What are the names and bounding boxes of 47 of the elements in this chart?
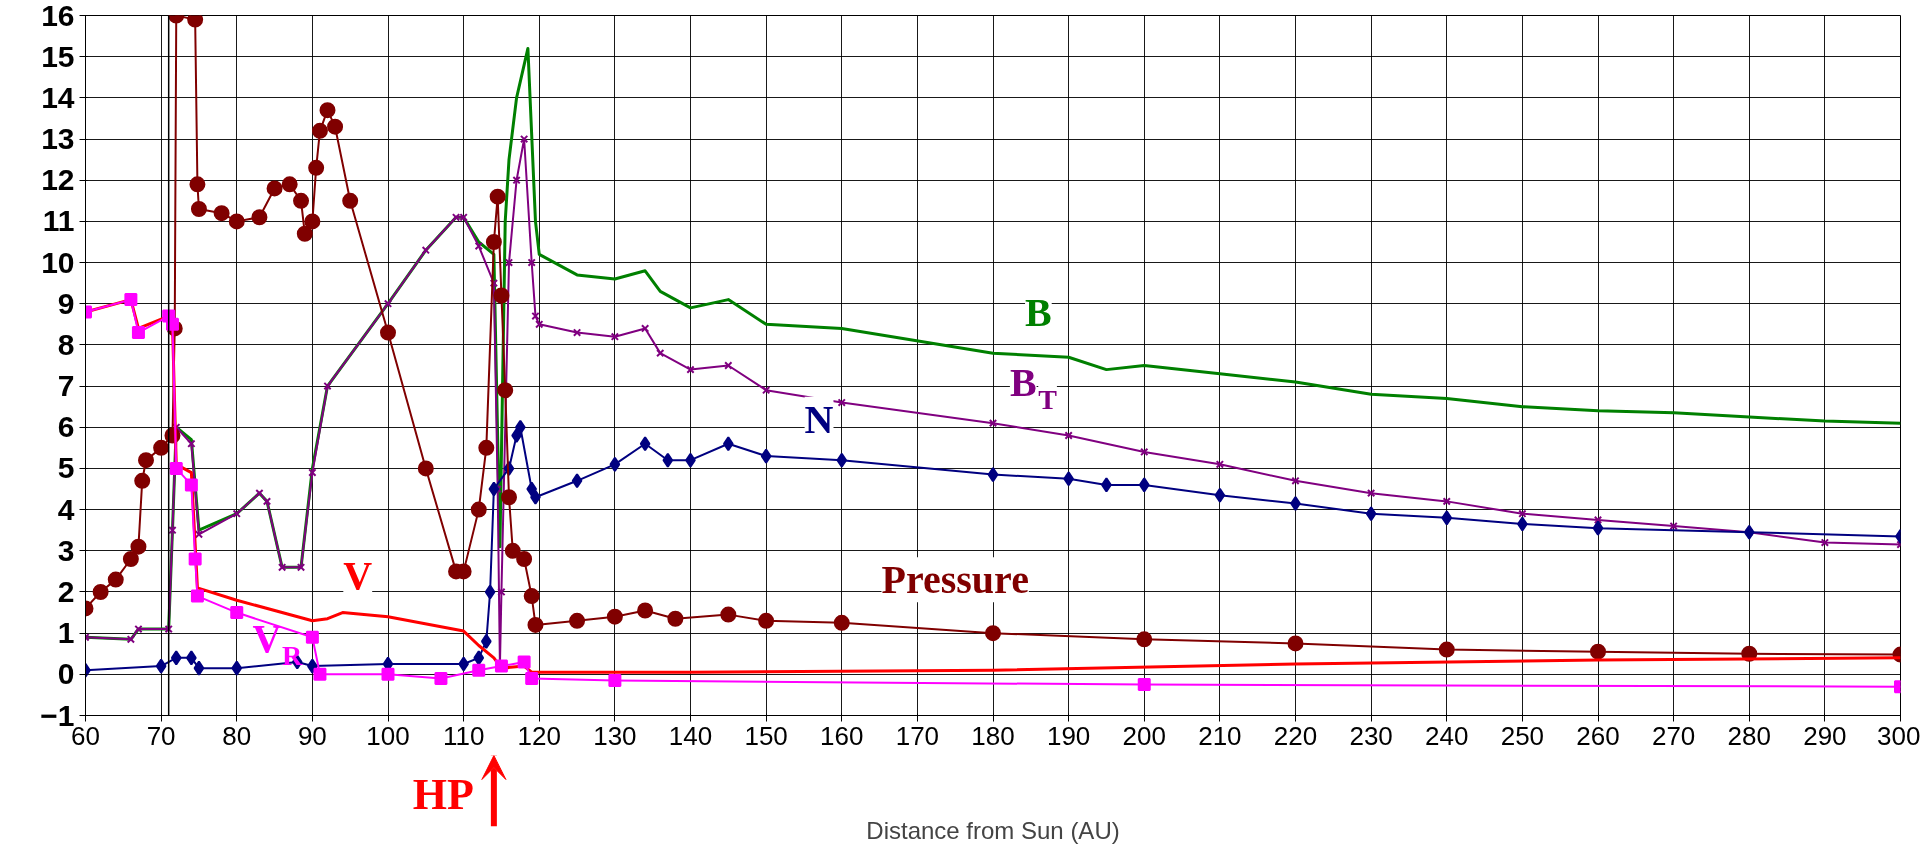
y-tick-label: 13 <box>41 122 75 156</box>
x-tick-label: 270 <box>1651 720 1696 751</box>
y-tick-label: 5 <box>57 451 75 485</box>
x-tick-label: 260 <box>1576 720 1620 751</box>
x-tick-label: 150 <box>744 720 788 751</box>
text: HP <box>412 770 474 820</box>
x-tick-label: 160 <box>820 720 864 751</box>
y-tick-label: 14 <box>41 80 75 114</box>
x-tick-label: 100 <box>366 720 410 751</box>
x-tick-label: 210 <box>1198 720 1242 751</box>
x-tick-label: 70 <box>146 720 176 751</box>
x-tick-label: 180 <box>971 720 1015 751</box>
x-tick-label: 120 <box>517 720 561 751</box>
x-tick-label: 110 <box>442 720 485 751</box>
x-tick-label: 230 <box>1349 720 1393 751</box>
y-tick-label: 15 <box>41 39 75 73</box>
x-tick-label: 80 <box>222 720 252 751</box>
x-tick-label: 300 <box>1877 720 1920 751</box>
x-tick-label: 280 <box>1727 720 1771 751</box>
y-tick-label: 9 <box>57 286 75 320</box>
y-tick-label: 16 <box>41 0 75 32</box>
y-tick-label: 0 <box>57 657 75 691</box>
series-label: B <box>1025 289 1052 335</box>
y-tick-label: 4 <box>57 492 75 526</box>
x-tick-label: 290 <box>1803 720 1847 751</box>
y-tick-label: 2 <box>57 574 75 608</box>
x-tick-label: 130 <box>593 720 637 751</box>
x-tick-label: 170 <box>895 720 940 751</box>
y-tick-label: 6 <box>57 410 75 444</box>
y-tick-label: 10 <box>41 245 75 279</box>
x-tick-label: 220 <box>1273 720 1318 751</box>
x-tick-label: 240 <box>1425 720 1469 751</box>
x-tick-label: 140 <box>668 720 713 751</box>
y-tick-label: 3 <box>57 533 75 567</box>
x-tick-label: 250 <box>1500 720 1545 751</box>
y-tick-label: 11 <box>42 204 75 238</box>
x-tick-label: 190 <box>1046 720 1091 751</box>
x-tick-label: 90 <box>297 720 327 751</box>
y-tick-label: 8 <box>57 327 75 361</box>
series-label: Pressure <box>881 557 1029 603</box>
x-axis-title: Distance from Sun (AU) <box>866 816 1120 844</box>
series-label: V <box>343 553 373 599</box>
x-tick-label: 200 <box>1122 720 1166 751</box>
y-tick-label: 1 <box>57 616 75 650</box>
y-tick-label: 12 <box>41 163 75 197</box>
series-label: N <box>804 396 834 442</box>
y-tick-label: 7 <box>57 369 75 403</box>
